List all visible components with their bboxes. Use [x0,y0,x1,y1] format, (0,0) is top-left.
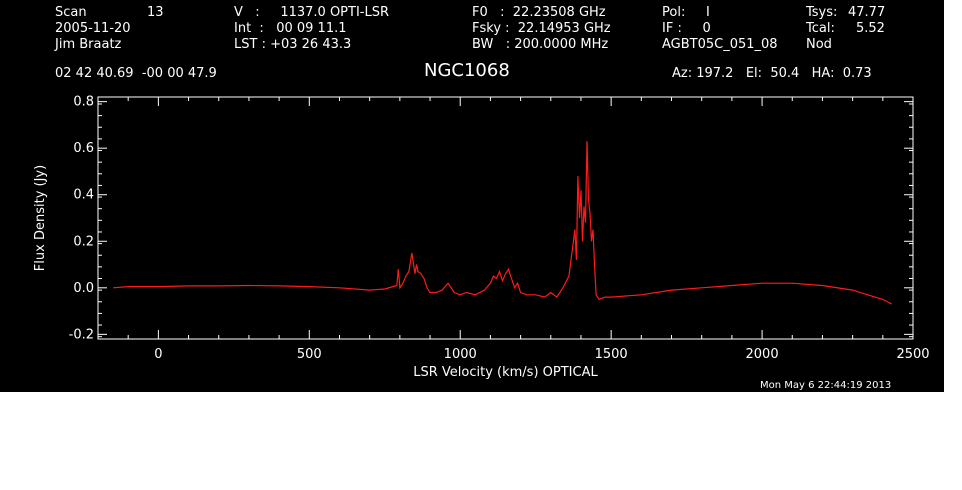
polarization: Pol: I [662,5,710,20]
y-tick-label: -0.2 [69,327,94,342]
y-axis-label: Flux Density (Jy) [33,165,48,271]
lst-readout: LST : +03 26 43.3 [234,37,352,52]
spectrum-series-line [113,141,893,305]
tsys-label: Tsys: [806,5,838,20]
rest-frequency: F0 : 22.23508 GHz [472,5,606,20]
tcal-value: 5.52 [856,21,885,36]
source-coordinates: 02 42 40.69 -00 00 47.9 [55,66,217,81]
x-tick-label: 1000 [444,347,477,362]
plot-panel [0,0,944,392]
session-id: AGBT05C_051_08 [662,37,778,52]
tcal-label: Tcal: [806,21,835,36]
observer-name: Jim Braatz [55,37,122,52]
scan-value: 13 [147,5,164,20]
axis-tick-labels: 0 500 1000 1500 2000 2500 -0.2 0.0 0.2 0.4 0.6 0.8 [69,95,930,362]
scan-label: Scan [55,5,87,20]
y-tick-label: 0.2 [73,234,94,249]
x-tick-label: 0 [154,347,162,362]
if-number: IF : 0 [662,21,711,36]
bandwidth: BW : 200.0000 MHz [472,37,609,52]
observation-date: 2005-11-20 [55,21,131,36]
chart-title: NGC1068 [424,60,510,81]
x-tick-label: 2500 [896,347,929,362]
observing-mode: Nod [806,37,832,52]
x-tick-label: 500 [297,347,322,362]
tsys-value: 47.77 [848,5,886,20]
pointing-readout: Az: 197.2 El: 50.4 HA: 0.73 [672,66,872,81]
spectrum-chart: 0 500 1000 1500 2000 2500-0.20.00.20.40.60.8 … [33,95,930,380]
y-tick-label: 0.0 [73,281,94,296]
y-tick-label: 0.8 [73,95,94,110]
velocity-readout: V : 1137.0 OPTI-LSR [234,5,390,20]
y-tick-label: 0.6 [73,141,94,156]
plot-frame [97,96,914,340]
x-tick-label: 2000 [746,347,779,362]
x-axis-label: LSR Velocity (km/s) OPTICAL [413,365,598,380]
x-tick-label: 1500 [595,347,628,362]
sky-frequency: Fsky : 22.14953 GHz [472,21,611,36]
timestamp: Mon May 6 22:44:19 2013 [760,380,892,391]
axis-ticks [97,97,914,339]
integration-time: Int : 00 09 11.1 [234,21,347,36]
y-tick-label: 0.4 [73,188,94,203]
